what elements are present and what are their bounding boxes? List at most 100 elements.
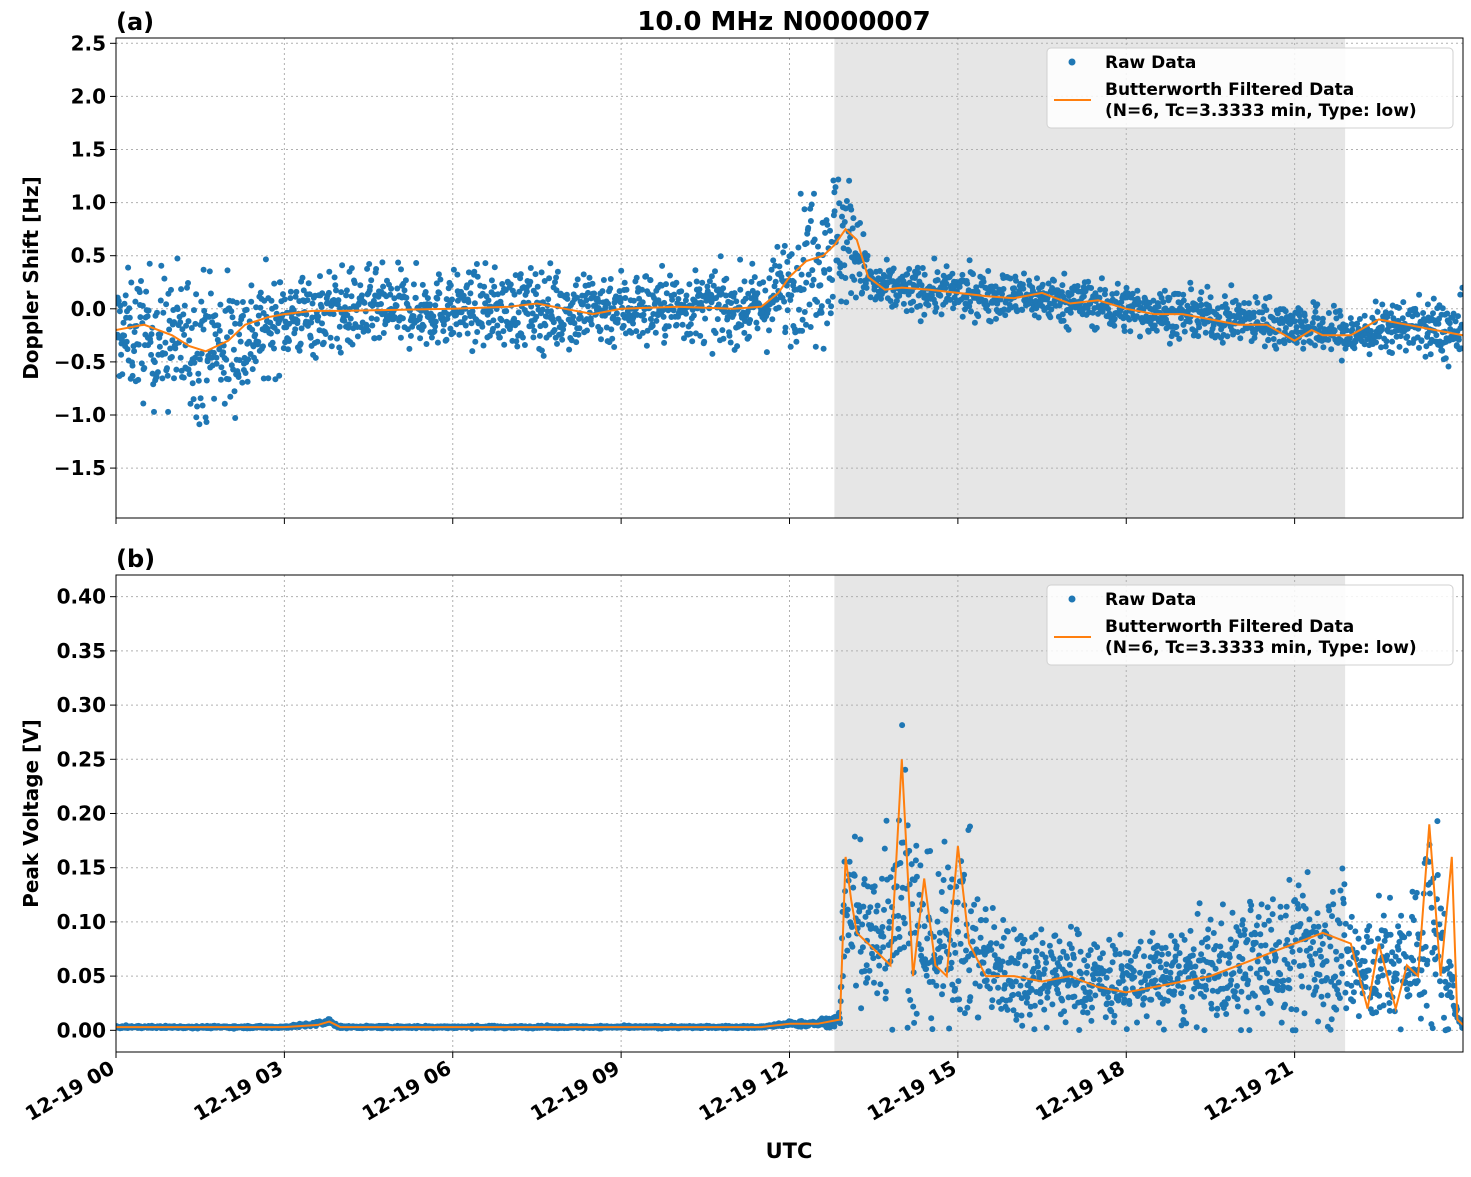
raw-point bbox=[728, 300, 734, 306]
raw-point bbox=[122, 301, 128, 307]
raw-point bbox=[451, 267, 457, 273]
raw-point bbox=[1312, 309, 1318, 315]
raw-point bbox=[1218, 920, 1224, 926]
raw-point bbox=[425, 295, 431, 301]
raw-point bbox=[566, 347, 572, 353]
raw-point bbox=[201, 267, 207, 273]
raw-point bbox=[913, 857, 919, 863]
raw-point bbox=[1283, 308, 1289, 314]
raw-point bbox=[789, 251, 795, 257]
raw-point bbox=[1198, 289, 1204, 295]
raw-point bbox=[1040, 282, 1046, 288]
raw-point bbox=[165, 373, 171, 379]
raw-point bbox=[244, 307, 250, 313]
raw-point bbox=[466, 299, 472, 305]
raw-point bbox=[988, 947, 994, 953]
raw-point bbox=[1446, 364, 1452, 370]
raw-point bbox=[988, 940, 994, 946]
raw-point bbox=[561, 322, 567, 328]
raw-point bbox=[1187, 280, 1193, 286]
raw-point bbox=[1228, 937, 1234, 943]
raw-point bbox=[1137, 334, 1143, 340]
raw-point bbox=[420, 282, 426, 288]
raw-point bbox=[125, 346, 131, 352]
raw-point bbox=[151, 409, 157, 415]
raw-point bbox=[308, 320, 314, 326]
raw-point bbox=[904, 271, 910, 277]
raw-point bbox=[434, 296, 440, 302]
raw-point bbox=[450, 330, 456, 336]
raw-point bbox=[271, 281, 277, 287]
raw-point bbox=[1094, 944, 1100, 950]
raw-point bbox=[920, 265, 926, 271]
raw-point bbox=[287, 295, 293, 301]
raw-point bbox=[332, 274, 338, 280]
raw-point bbox=[621, 323, 627, 329]
raw-point bbox=[1227, 954, 1233, 960]
y-tick-label: 0.0 bbox=[71, 297, 106, 321]
raw-point bbox=[1331, 303, 1337, 309]
raw-point bbox=[1320, 344, 1326, 350]
raw-point bbox=[130, 363, 136, 369]
raw-point bbox=[889, 1027, 895, 1033]
raw-point bbox=[258, 290, 264, 296]
raw-point bbox=[1443, 355, 1449, 361]
raw-point bbox=[552, 327, 558, 333]
raw-point bbox=[319, 304, 325, 310]
raw-point bbox=[1000, 917, 1006, 923]
raw-point bbox=[1420, 310, 1426, 316]
raw-point bbox=[1396, 305, 1402, 311]
raw-point bbox=[454, 272, 460, 278]
raw-point bbox=[959, 272, 965, 278]
raw-point bbox=[936, 871, 942, 877]
raw-point bbox=[239, 380, 245, 386]
raw-point bbox=[211, 396, 217, 402]
raw-point bbox=[720, 285, 726, 291]
raw-point bbox=[1257, 931, 1263, 937]
raw-point bbox=[1148, 997, 1154, 1003]
raw-point bbox=[1379, 302, 1385, 308]
raw-point bbox=[123, 292, 129, 298]
raw-point bbox=[795, 245, 801, 251]
raw-point bbox=[1300, 893, 1306, 899]
raw-point bbox=[924, 936, 930, 942]
raw-point bbox=[1069, 945, 1075, 951]
raw-point bbox=[1087, 989, 1093, 995]
raw-point bbox=[975, 896, 981, 902]
raw-point bbox=[776, 263, 782, 269]
raw-point bbox=[853, 983, 859, 989]
raw-point bbox=[1019, 307, 1025, 313]
raw-point bbox=[1034, 275, 1040, 281]
raw-point bbox=[423, 289, 429, 295]
raw-point bbox=[218, 377, 224, 383]
raw-point bbox=[1144, 1013, 1150, 1019]
raw-point bbox=[1068, 924, 1074, 930]
raw-point bbox=[1150, 930, 1156, 936]
raw-point bbox=[666, 323, 672, 329]
raw-point bbox=[917, 862, 923, 868]
raw-point bbox=[365, 328, 371, 334]
raw-point bbox=[741, 330, 747, 336]
raw-point bbox=[1168, 970, 1174, 976]
raw-point bbox=[388, 286, 394, 292]
raw-point bbox=[754, 290, 760, 296]
raw-point bbox=[411, 281, 417, 287]
raw-point bbox=[331, 311, 337, 317]
raw-point bbox=[719, 327, 725, 333]
raw-point bbox=[957, 1007, 963, 1013]
raw-point bbox=[819, 310, 825, 316]
raw-point bbox=[1260, 1011, 1266, 1017]
raw-point bbox=[376, 335, 382, 341]
raw-point bbox=[245, 379, 251, 385]
raw-point bbox=[1310, 320, 1316, 326]
raw-point bbox=[573, 339, 579, 345]
raw-point bbox=[1106, 937, 1112, 943]
raw-point bbox=[1066, 327, 1072, 333]
raw-point bbox=[1097, 977, 1103, 983]
raw-point bbox=[158, 263, 164, 269]
raw-point bbox=[227, 394, 233, 400]
raw-point bbox=[749, 261, 755, 267]
raw-point bbox=[1265, 337, 1271, 343]
legend-raw-marker bbox=[1069, 59, 1076, 66]
raw-point bbox=[901, 944, 907, 950]
